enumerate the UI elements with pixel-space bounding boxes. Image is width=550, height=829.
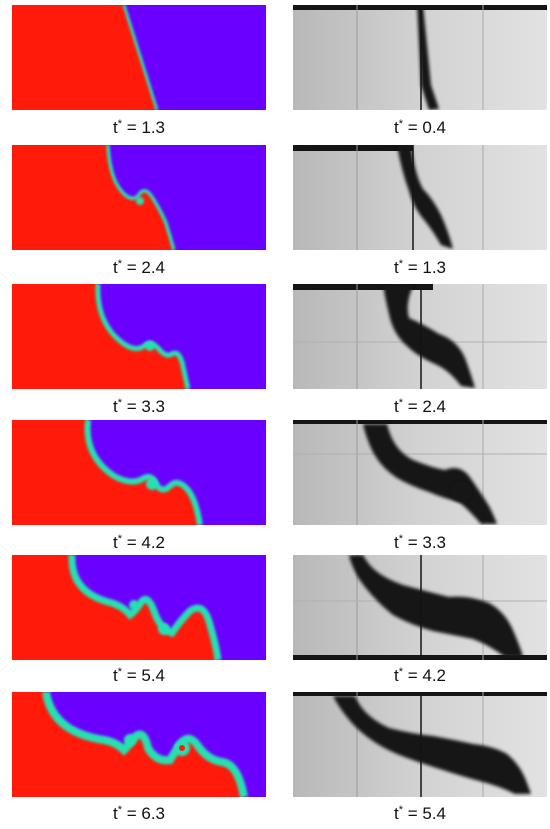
vortex-roll	[145, 341, 155, 351]
simulation-panel-5	[12, 555, 266, 660]
interface-line	[122, 5, 159, 110]
vortex-roll	[146, 478, 158, 490]
simulation-panel-4	[12, 420, 266, 525]
mixing-front	[349, 555, 523, 657]
vortex-roll	[451, 482, 471, 502]
vortex-roll	[129, 600, 139, 610]
experiment-image-4	[293, 420, 547, 525]
experiment-caption-5: t* = 4.2	[393, 666, 447, 685]
vortex-core	[179, 745, 185, 751]
experiment-panel-6	[293, 692, 547, 797]
mixing-front	[417, 5, 439, 110]
bottom-edge	[293, 655, 547, 660]
experiment-caption-2: t* = 1.3	[393, 258, 447, 277]
simulation-image-3	[12, 284, 266, 389]
experiment-image-2	[293, 145, 547, 250]
simulation-caption-1: t* = 1.3	[112, 118, 166, 137]
heavy-fluid-region	[12, 692, 244, 797]
experiment-caption-4: t* = 3.3	[393, 533, 447, 552]
experiment-panel-5	[293, 555, 547, 660]
experiment-image-3	[293, 284, 547, 389]
experiment-image-5	[293, 555, 547, 660]
experiment-panel-3	[293, 284, 547, 389]
experiment-caption-1: t* = 0.4	[393, 118, 447, 137]
experiment-panel-2	[293, 145, 547, 250]
top-edge	[293, 420, 547, 424]
experiment-caption-3: t* = 2.4	[393, 397, 447, 416]
simulation-panel-1	[12, 5, 266, 110]
experiment-image-1	[293, 5, 547, 110]
heavy-fluid-region	[12, 145, 174, 250]
vortex-roll	[158, 623, 170, 635]
simulation-image-2	[12, 145, 266, 250]
top-edge	[293, 284, 433, 290]
simulation-panel-2	[12, 145, 266, 250]
experiment-panel-1	[293, 5, 547, 110]
simulation-image-4	[12, 420, 266, 525]
simulation-caption-6: t* = 6.3	[112, 804, 166, 823]
heavy-fluid-region	[12, 5, 157, 110]
vortex-roll	[136, 197, 144, 205]
experiment-image-6	[293, 692, 547, 797]
simulation-caption-2: t* = 2.4	[112, 258, 166, 277]
simulation-caption-3: t* = 3.3	[112, 397, 166, 416]
mixing-front	[383, 284, 475, 388]
simulation-caption-4: t* = 4.2	[112, 533, 166, 552]
heavy-fluid-region	[12, 284, 188, 389]
simulation-image-5	[12, 555, 266, 660]
top-edge	[293, 145, 413, 151]
mixing-front	[397, 145, 453, 249]
simulation-panel-3	[12, 284, 266, 389]
experiment-caption-6: t* = 5.4	[393, 804, 447, 823]
simulation-panel-6	[12, 692, 266, 797]
top-edge	[293, 692, 547, 696]
simulation-image-6	[12, 692, 266, 797]
simulation-image-1	[12, 5, 266, 110]
interface-line	[42, 692, 248, 797]
interface-line	[68, 555, 222, 660]
simulation-caption-5: t* = 5.4	[112, 666, 166, 685]
vortex-roll	[124, 734, 136, 746]
interface-line	[106, 145, 176, 250]
mixing-front	[333, 696, 531, 794]
experiment-panel-4	[293, 420, 547, 525]
